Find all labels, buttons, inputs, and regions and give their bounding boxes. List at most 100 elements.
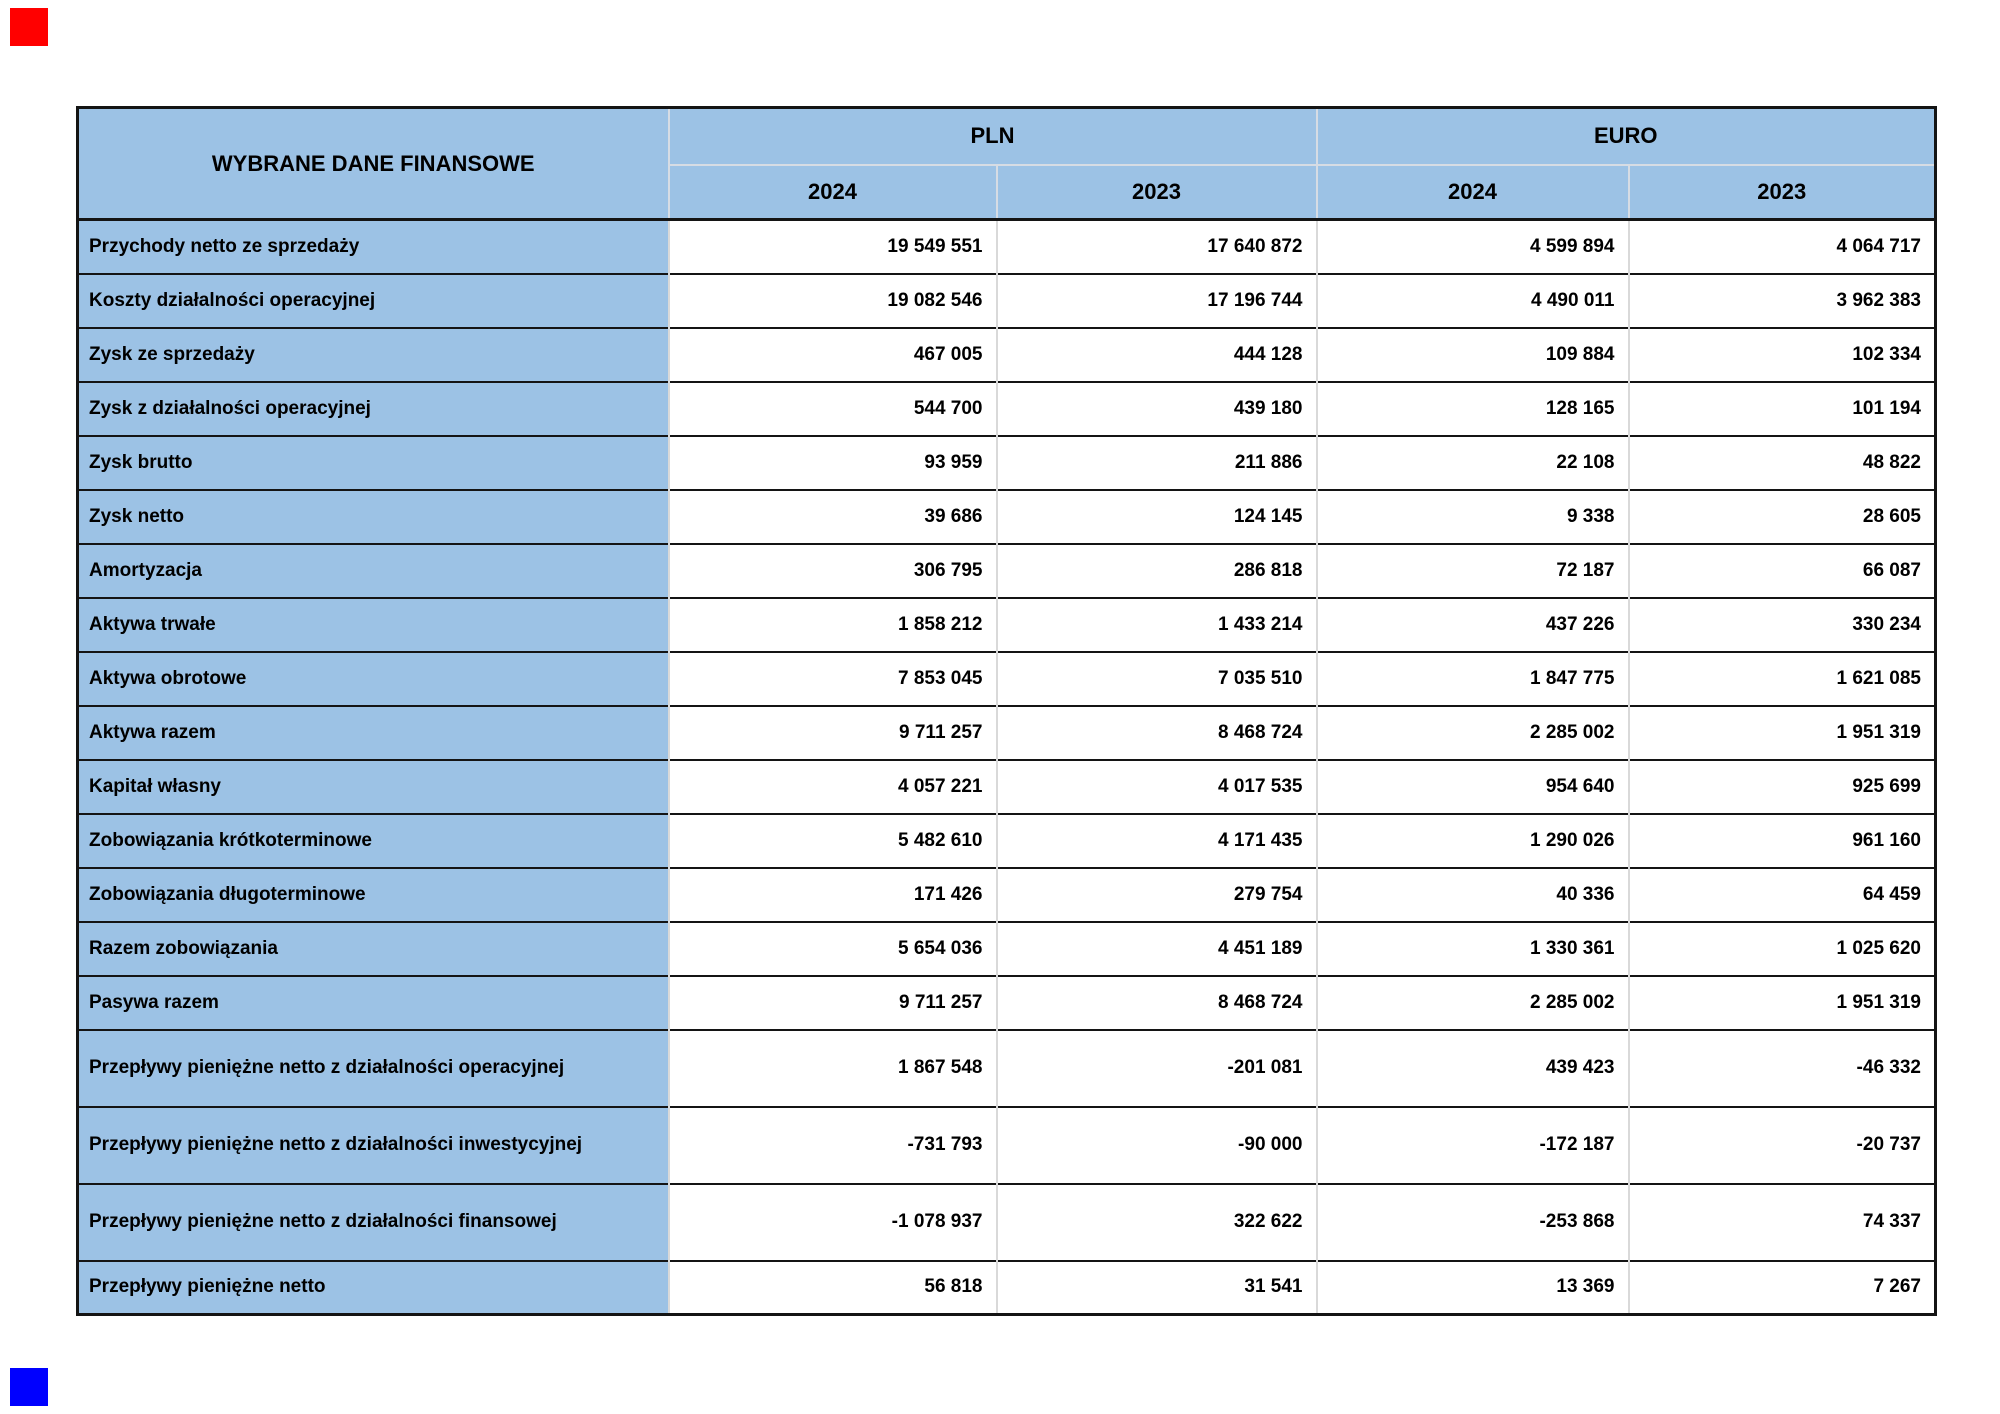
- row-label: Zysk z działalności operacyjnej: [77, 380, 669, 436]
- cell-pln-2023: 4 171 435: [995, 812, 1317, 868]
- cell-pln-2024: 19 082 546: [667, 272, 997, 328]
- cell-euro-2023: 1 951 319: [1627, 974, 1936, 1030]
- cell-pln-2023: 4 451 189: [995, 920, 1317, 976]
- cell-pln-2023: -90 000: [995, 1105, 1317, 1184]
- cell-euro-2023: 3 962 383: [1627, 272, 1936, 328]
- cell-pln-2023: 211 886: [995, 434, 1317, 490]
- table-row: Razem zobowiązania 5 654 036 4 451 189 1…: [77, 920, 1936, 976]
- row-label: Przychody netto ze sprzedaży: [77, 218, 669, 274]
- table-title: WYBRANE DANE FINANSOWE: [77, 107, 670, 221]
- table-row: Przychody netto ze sprzedaży 19 549 551 …: [77, 218, 1936, 274]
- table-row: Amortyzacja 306 795 286 818 72 187 66 08…: [77, 542, 1936, 598]
- table-row: Aktywa obrotowe 7 853 045 7 035 510 1 84…: [77, 650, 1936, 706]
- cell-euro-2024: 128 165: [1315, 380, 1629, 436]
- table-row: Zysk z działalności operacyjnej 544 700 …: [77, 380, 1936, 436]
- cell-pln-2023: 4 017 535: [995, 758, 1317, 814]
- cell-pln-2023: 439 180: [995, 380, 1317, 436]
- row-label: Kapitał własny: [77, 758, 669, 814]
- cell-pln-2024: -731 793: [667, 1105, 997, 1184]
- cell-euro-2024: 9 338: [1315, 488, 1629, 544]
- blue-corner-marker: [10, 1368, 48, 1406]
- cell-pln-2024: 5 654 036: [667, 920, 997, 976]
- table-row: Zysk brutto 93 959 211 886 22 108 48 822: [77, 434, 1936, 490]
- cell-euro-2023: 102 334: [1627, 326, 1936, 382]
- table-row: Aktywa razem 9 711 257 8 468 724 2 285 0…: [77, 704, 1936, 760]
- cell-euro-2024: 4 599 894: [1315, 218, 1629, 274]
- cell-euro-2024: 439 423: [1315, 1028, 1629, 1107]
- cell-euro-2023: -46 332: [1627, 1028, 1936, 1107]
- cell-euro-2023: 1 025 620: [1627, 920, 1936, 976]
- table-row: Koszty działalności operacyjnej 19 082 5…: [77, 272, 1936, 328]
- row-label: Zysk ze sprzedaży: [77, 326, 669, 382]
- cell-pln-2023: 279 754: [995, 866, 1317, 922]
- cell-euro-2023: 74 337: [1627, 1182, 1936, 1261]
- column-header-pln-2023: 2023: [995, 164, 1317, 221]
- row-label: Przepływy pieniężne netto z działalności…: [77, 1105, 669, 1184]
- cell-euro-2024: 72 187: [1315, 542, 1629, 598]
- row-label: Zobowiązania krótkoterminowe: [77, 812, 669, 868]
- cell-euro-2024: 22 108: [1315, 434, 1629, 490]
- cell-pln-2023: -201 081: [995, 1028, 1317, 1107]
- row-label: Zysk netto: [77, 488, 669, 544]
- year-header-row: 2024 2023 2024 2023: [78, 164, 1936, 221]
- financial-data-table: WYBRANE DANE FINANSOWE PLN EURO 2024 202…: [76, 106, 1937, 1316]
- column-header-pln-2024: 2024: [667, 164, 997, 221]
- cell-pln-2023: 8 468 724: [995, 974, 1317, 1030]
- table-row: Pasywa razem 9 711 257 8 468 724 2 285 0…: [77, 974, 1936, 1030]
- column-group-euro: EURO: [1315, 107, 1936, 166]
- row-label: Zobowiązania długoterminowe: [77, 866, 669, 922]
- cell-pln-2023: 31 541: [995, 1259, 1317, 1315]
- red-corner-marker: [10, 8, 48, 46]
- cell-pln-2023: 286 818: [995, 542, 1317, 598]
- cell-pln-2023: 322 622: [995, 1182, 1317, 1261]
- cell-euro-2024: 2 285 002: [1315, 974, 1629, 1030]
- table-row: Przepływy pieniężne netto 56 818 31 541 …: [77, 1259, 1936, 1315]
- cell-euro-2023: 961 160: [1627, 812, 1936, 868]
- cell-euro-2024: 1 847 775: [1315, 650, 1629, 706]
- cell-pln-2024: 19 549 551: [667, 218, 997, 274]
- cell-pln-2024: 467 005: [667, 326, 997, 382]
- cell-euro-2023: 64 459: [1627, 866, 1936, 922]
- cell-euro-2023: 925 699: [1627, 758, 1936, 814]
- cell-pln-2024: -1 078 937: [667, 1182, 997, 1261]
- table-row: Zobowiązania długoterminowe 171 426 279 …: [77, 866, 1936, 922]
- cell-euro-2023: 101 194: [1627, 380, 1936, 436]
- table-row: Aktywa trwałe 1 858 212 1 433 214 437 22…: [77, 596, 1936, 652]
- cell-euro-2024: 2 285 002: [1315, 704, 1629, 760]
- table-row: Przepływy pieniężne netto z działalności…: [77, 1028, 1936, 1107]
- cell-euro-2024: 13 369: [1315, 1259, 1629, 1315]
- cell-euro-2023: 330 234: [1627, 596, 1936, 652]
- cell-pln-2023: 1 433 214: [995, 596, 1317, 652]
- row-label: Razem zobowiązania: [77, 920, 669, 976]
- cell-pln-2023: 8 468 724: [995, 704, 1317, 760]
- cell-pln-2024: 306 795: [667, 542, 997, 598]
- cell-euro-2024: 1 290 026: [1315, 812, 1629, 868]
- cell-euro-2023: 7 267: [1627, 1259, 1936, 1315]
- cell-euro-2023: -20 737: [1627, 1105, 1936, 1184]
- cell-euro-2024: 954 640: [1315, 758, 1629, 814]
- cell-pln-2023: 124 145: [995, 488, 1317, 544]
- row-label: Pasywa razem: [77, 974, 669, 1030]
- cell-euro-2023: 1 951 319: [1627, 704, 1936, 760]
- cell-euro-2024: -172 187: [1315, 1105, 1629, 1184]
- cell-pln-2023: 17 196 744: [995, 272, 1317, 328]
- cell-pln-2024: 4 057 221: [667, 758, 997, 814]
- table-row: Przepływy pieniężne netto z działalności…: [77, 1182, 1936, 1261]
- cell-pln-2023: 7 035 510: [995, 650, 1317, 706]
- cell-euro-2024: 1 330 361: [1315, 920, 1629, 976]
- cell-pln-2024: 39 686: [667, 488, 997, 544]
- table-row: Zobowiązania krótkoterminowe 5 482 610 4…: [77, 812, 1936, 868]
- cell-pln-2024: 171 426: [667, 866, 997, 922]
- column-header-euro-2024: 2024: [1315, 164, 1629, 221]
- row-label: Przepływy pieniężne netto z działalności…: [77, 1028, 669, 1107]
- row-label: Aktywa trwałe: [77, 596, 669, 652]
- cell-euro-2023: 48 822: [1627, 434, 1936, 490]
- cell-euro-2023: 4 064 717: [1627, 218, 1936, 274]
- cell-euro-2024: 4 490 011: [1315, 272, 1629, 328]
- table-row: Przepływy pieniężne netto z działalności…: [77, 1105, 1936, 1184]
- row-label: Aktywa obrotowe: [77, 650, 669, 706]
- currency-group-header-row: WYBRANE DANE FINANSOWE PLN EURO: [77, 107, 1936, 221]
- cell-pln-2024: 5 482 610: [667, 812, 997, 868]
- table-row: Kapitał własny 4 057 221 4 017 535 954 6…: [77, 758, 1936, 814]
- row-label: Amortyzacja: [77, 542, 669, 598]
